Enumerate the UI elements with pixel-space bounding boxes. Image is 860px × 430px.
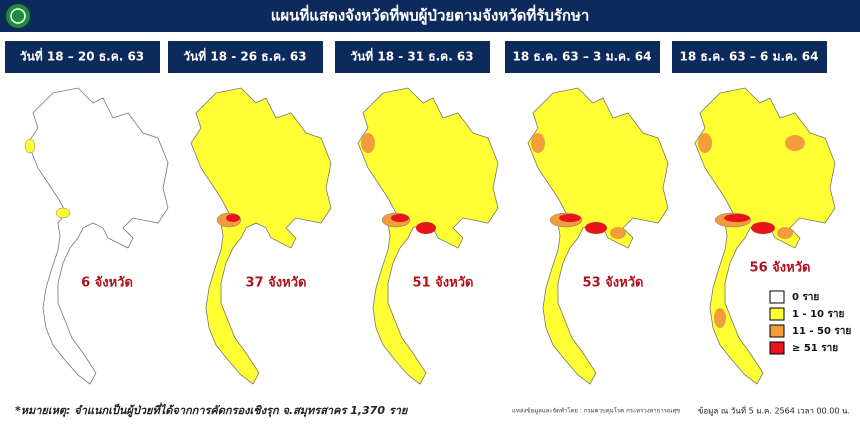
hotspot — [777, 227, 793, 239]
hotspot — [55, 207, 71, 219]
legend-swatch — [769, 324, 785, 338]
hotspot — [24, 138, 36, 154]
province-map — [694, 87, 836, 385]
hotspot — [416, 222, 436, 234]
logo — [6, 4, 30, 28]
hotspot — [785, 135, 805, 151]
country-shape — [694, 87, 836, 385]
province-map — [527, 87, 669, 385]
hotspot — [361, 133, 375, 153]
province-map — [357, 87, 499, 385]
province-count: 53 จังหวัด — [583, 276, 644, 291]
logo — [10, 8, 26, 24]
legend-swatch — [769, 290, 785, 304]
title: แผนที่แสดงจังหวัดที่พบผู้ป่วยตามจังหวัดท… — [271, 5, 590, 26]
province-count: 6 จังหวัด — [81, 276, 133, 291]
hotspot — [751, 222, 775, 234]
title-bar — [0, 0, 860, 32]
hotspot — [391, 214, 409, 222]
period-box — [335, 41, 490, 73]
legend-label: 0 ราย — [792, 292, 819, 303]
province-count: 51 จังหวัด — [413, 276, 474, 291]
source: แหล่งข้อมูลและจัดทำโดย : กรมควบคุมโรค กร… — [512, 407, 680, 415]
date: ข้อมูล ณ วันที่ 5 ม.ค. 2564 เวลา 00.00 น… — [698, 405, 850, 417]
period-label: 18 ธ.ค. 63 – 3 ม.ค. 64 — [512, 50, 651, 64]
period-label: วันที่ 18 – 20 ธ.ค. 63 — [20, 48, 144, 64]
hotspot — [610, 227, 626, 239]
country-shape — [190, 87, 332, 385]
hotspot — [226, 214, 240, 222]
province-count: 37 จังหวัด — [246, 276, 307, 291]
hotspot — [585, 222, 607, 234]
hotspot — [698, 133, 712, 153]
footnote: *หมายเหตุ: จำแนกเป็นผู้ป่วยที่ได้จากการค… — [15, 402, 409, 418]
province-count: 56 จังหวัด — [750, 261, 811, 276]
province-map — [190, 87, 332, 385]
period-label: 18 ธ.ค. 63 – 6 ม.ค. 64 — [679, 50, 818, 64]
period-box — [5, 41, 160, 73]
period-label: วันที่ 18 - 31 ธ.ค. 63 — [350, 48, 473, 64]
period-box — [505, 41, 660, 73]
province-map — [24, 87, 169, 385]
country-shape — [27, 87, 169, 385]
legend-label: 11 - 50 ราย — [792, 326, 851, 337]
legend-swatch — [769, 341, 785, 355]
hotspot — [724, 214, 750, 222]
legend-swatch — [769, 307, 785, 321]
country-shape — [527, 87, 669, 385]
legend-label: ≥ 51 ราย — [792, 343, 838, 354]
period-label: วันที่ 18 - 26 ธ.ค. 63 — [183, 48, 306, 64]
legend-label: 1 - 10 ราย — [792, 309, 844, 320]
country-shape — [357, 87, 499, 385]
period-box — [672, 41, 827, 73]
hotspot — [559, 214, 581, 222]
period-box — [168, 41, 323, 73]
hotspot — [531, 133, 545, 153]
hotspot — [714, 308, 726, 328]
